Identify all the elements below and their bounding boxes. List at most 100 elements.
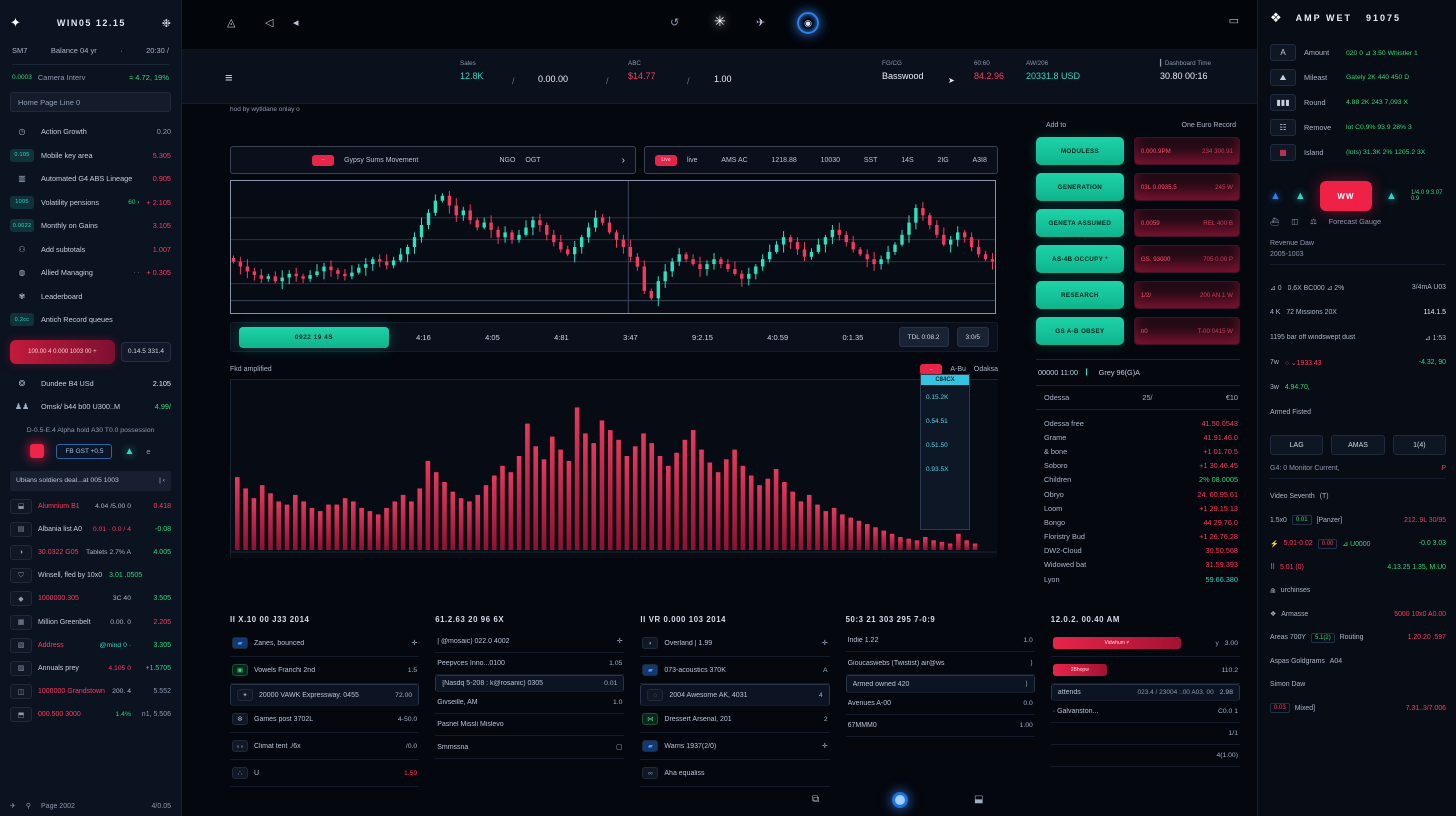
metric-row[interactable]: 1195 bar off windswept dust ⊿ 1:53	[1270, 325, 1446, 350]
table-row[interactable]: Children 2% 08.0005	[1036, 473, 1240, 487]
order-action-button[interactable]: RESEARCH	[1036, 281, 1124, 309]
alert-chip[interactable]: 0.14.5 331.4	[120, 341, 171, 362]
bottom-row[interactable]: 1/1	[1050, 723, 1240, 745]
bottom-row[interactable]: ◗ Overland | 1.99 ✛	[640, 630, 830, 657]
bottom-row[interactable]: 67MMM0 1.00	[845, 715, 1035, 737]
bottom-row[interactable]: Peepvces Inno...0100 1.05	[435, 653, 625, 675]
ticker-item[interactable]: 10030	[820, 156, 841, 164]
dropdown-item[interactable]: 0.93.5X	[926, 466, 949, 473]
bottom-row[interactable]: 4(1.00)	[1050, 745, 1240, 767]
watchlist-item[interactable]: ⬓ Alumnium B1 4.04 /5.00 0 0.418	[10, 495, 171, 518]
time-tick[interactable]: 9:2.15	[692, 332, 713, 342]
ticker-item[interactable]: SST	[863, 156, 878, 164]
ship-icon[interactable]: ⛴	[1270, 217, 1280, 226]
rightbar-stat-row[interactable]: A Amount 020 0 ⊿ 3.50 Whistler 1	[1270, 40, 1446, 65]
watchlist-item[interactable]: ◫ 1000000 Grandstown 200. 4 5.552	[10, 680, 171, 703]
alert-triangle-icon[interactable]: ◬	[227, 17, 236, 29]
table-row[interactable]: Odessa free 41.50.0543	[1036, 416, 1240, 430]
clipboard-icon[interactable]: ⬓	[974, 794, 984, 805]
table-row[interactable]: Floristry Bud +1 26.76.28	[1036, 530, 1240, 544]
sidebar-extra-item[interactable]: ❂ Dundee B4 USd 2.105	[10, 372, 171, 396]
bottom-row[interactable]: ▰ 073-acoustics 370K A	[640, 657, 830, 684]
dropdown-item[interactable]: 0.15.2K	[926, 394, 949, 401]
rightbar-stat-row[interactable]: ▮▮▮ Round 4.88 2K 243 7,093 X	[1270, 90, 1446, 115]
rightbar-stat-row[interactable]: ⛰ Mileast Gately 2K 440 450 D	[1270, 65, 1446, 90]
rightbar-tab[interactable]: AMAS	[1331, 435, 1385, 455]
order-action-button[interactable]: GS A-B OBSEY	[1036, 317, 1124, 345]
dropdown-item[interactable]: 0.54.51	[926, 418, 948, 425]
alert-dot-icon[interactable]	[30, 444, 45, 458]
bottom-row[interactable]: ∘∘ Climat tent ./6x /0.0	[230, 733, 420, 760]
alert-banner[interactable]: 100.00 4 0.000 1003 00 +	[10, 339, 115, 364]
order-value-chip[interactable]: n0 T-00 0415 W	[1133, 317, 1240, 345]
plane-icon[interactable]: ✈	[10, 803, 16, 810]
order-action-button[interactable]: AS-4B OCCUPY *	[1036, 245, 1124, 273]
record-pill-icon[interactable]: ‒	[312, 154, 335, 166]
chart-toolbar-right[interactable]: Live live AMS AC 1218.88 10030 SST 14S 2IG A3I8	[644, 146, 998, 174]
panel-icon[interactable]: ◫	[1291, 217, 1299, 226]
bottom-row[interactable]: Armed owned 420 ⟩	[845, 675, 1035, 693]
sidebar-menu-item[interactable]: ✾ Leaderboard	[10, 285, 171, 309]
range-button[interactable]: 3:0/5	[956, 327, 989, 347]
ticker-item[interactable]: live	[687, 156, 698, 164]
bottom-row[interactable]: ❆ Games post 3702L 4-50.0	[230, 706, 420, 733]
bottom-row[interactable]: ▰ Warris 1937(2/0) ✛	[640, 733, 830, 760]
ticker-item[interactable]: A3I8	[972, 156, 987, 164]
watchlist-item[interactable]: ◑ 30.0322 G05 Tablets 2.7% A 4.005	[10, 541, 171, 564]
bottom-row[interactable]: Smmssna ▢	[435, 736, 625, 759]
table-row[interactable]: Soboro +1 30.46.45	[1036, 459, 1240, 473]
watchlist-item[interactable]: ◆ 1000000.305 3C 40 3.505	[10, 587, 171, 610]
bottom-row[interactable]: ▰ Zanes, bounced ✛	[230, 630, 420, 657]
ww-action-button[interactable]: WW	[1319, 181, 1372, 211]
detail-row[interactable]: 1.5x0 0.01 [Panzer] 212..9L 30/95	[1270, 509, 1446, 533]
table-row[interactable]: Grame 41.91.46.0	[1036, 430, 1240, 444]
table-row[interactable]: Lyon 59.66.380	[1036, 572, 1240, 586]
send-icon[interactable]: ✈	[756, 17, 766, 29]
watchlist-item[interactable]: ▤ Albania list A0 0.01 · 0.0 / 4 -0.08	[10, 518, 171, 541]
table-row[interactable]: Widowed bat 31.59.393	[1036, 558, 1240, 572]
table-row[interactable]: DW2-Cloud 30.50.568	[1036, 544, 1240, 558]
detail-row[interactable]: Video Seventh (T)	[1270, 485, 1446, 509]
detail-row[interactable]: ⠿ 5.01 (0) 4.13.25 1.35, M.U0	[1270, 556, 1446, 580]
files-icon[interactable]: ⧉	[812, 794, 820, 805]
time-tick[interactable]: 0:1.35	[842, 332, 864, 342]
signal-chip[interactable]: FB GST +0.5	[56, 443, 113, 459]
rightbar-tab[interactable]: LAG	[1270, 435, 1324, 455]
watchlist-item[interactable]: ⛉ Winsell, fled by 10x0 3.01 .0505	[10, 564, 171, 587]
watchlist-item[interactable]: ▦ Million Greenbelt 0.00. 0 2.205	[10, 610, 171, 633]
bottom-row[interactable]: ◌ 2004 Awesome AK, 4031 4	[640, 684, 830, 706]
bottom-row[interactable]: ⋈ Dressert Arsenal, 201 2	[640, 706, 830, 733]
ticker-item[interactable]: 1218.88	[771, 156, 797, 164]
bottom-row[interactable]: | @mosaic) 022.0 4002 ✛	[435, 630, 625, 653]
time-tick[interactable]: 4:05	[485, 332, 500, 342]
rightbar-stat-row[interactable]: ▦ Island (lots) 31.3K 2% 1205.2 3X	[1270, 140, 1446, 165]
sidebar-menu-item[interactable]: 0.2cc Antich Record queues	[10, 308, 171, 332]
dropdown-item[interactable]: 0.51.50	[926, 442, 948, 449]
bottom-row[interactable]: · Galvanston... C0.0 1	[1050, 701, 1240, 723]
tdl-button[interactable]: TDL 0:08.2	[898, 327, 949, 347]
chart-toolbar-left[interactable]: ‒ Gypsy Sums Movement NGO OGT ›	[230, 146, 636, 174]
sidebar-menu-item[interactable]: ◍ Allied Managing · · + 0.305	[10, 261, 172, 285]
metric-row[interactable]: 7w ○ ⌄1933.43 -4.32, 90	[1270, 350, 1446, 375]
order-value-chip[interactable]: 0.0059 REL 400 B	[1133, 209, 1240, 237]
detail-row[interactable]: ⚡ 5.01-0.02 0.00 ⊿ U0000 -0.0 3.03	[1270, 532, 1446, 556]
sidebar-menu-item[interactable]: 1005 Volatility pensions 60 › + 2.105	[10, 191, 171, 215]
bottom-row[interactable]: Avenues A-00 0.0	[845, 693, 1035, 715]
watchlist-item[interactable]: ⬒ 000.500 3000 1.4% n1, 5.506	[10, 703, 171, 726]
volume-chart[interactable]	[231, 380, 997, 558]
bottom-row[interactable]: Pasnel Missli Mislevo	[435, 714, 625, 736]
time-tick[interactable]: 4:81	[554, 332, 569, 342]
history-icon[interactable]: ↺	[670, 17, 680, 29]
compass-icon[interactable]: ◉	[797, 12, 819, 34]
order-action-button[interactable]: GENERATION	[1036, 173, 1124, 201]
watchlist-header[interactable]: Ubians soldiers deal...at 005 1003 | ‹	[10, 470, 171, 491]
bottom-row[interactable]: ∴ U 1.59	[230, 760, 420, 787]
sidebar-menu-item[interactable]: ▥ Automated G4 ABS Lineage 0.905	[10, 167, 171, 191]
time-tick[interactable]: 4:0.59	[767, 332, 789, 342]
watchlist-item[interactable]: ▨ Annuals prey 4.105 0 +1.5705	[10, 657, 171, 680]
rightbar-tab[interactable]: 1(4)	[1392, 435, 1446, 455]
detail-row[interactable]: Simon Daw	[1270, 673, 1446, 697]
dropdown-header[interactable]: C84CX	[921, 375, 969, 385]
order-value-chip[interactable]: 0.000.9PM 234 300.91	[1133, 137, 1240, 165]
active-app-icon[interactable]	[892, 792, 908, 808]
